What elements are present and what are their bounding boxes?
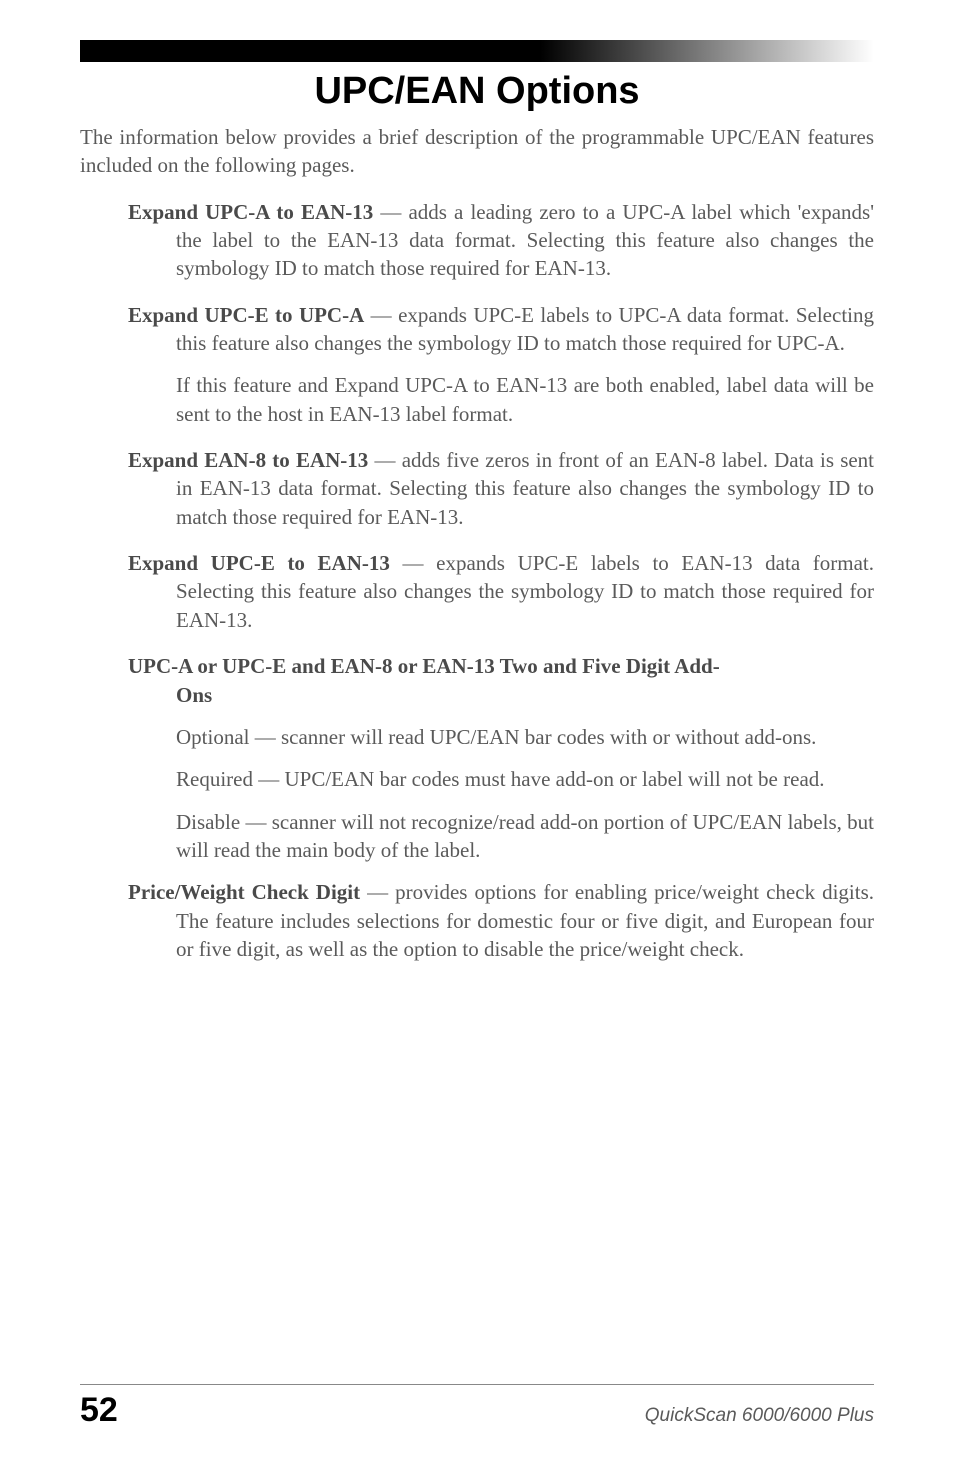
entry-expand-upce-upca: Expand UPC-E to UPC-A — expands UPC-E la… (128, 301, 874, 428)
header-gradient-bar (80, 40, 874, 62)
entry-bold: Expand UPC-A to EAN-13 (128, 200, 373, 224)
entry-dash: — (390, 551, 436, 575)
entry-bold: Price/Weight Check Digit (128, 880, 360, 904)
entry-extra: If this feature and Expand UPC-A to EAN-… (176, 371, 874, 428)
entry-expand-ean8-ean13: Expand EAN-8 to EAN-13 — adds five zeros… (128, 446, 874, 531)
entry-bold: Expand UPC-E to EAN-13 (128, 551, 390, 575)
entry-dash: — (360, 880, 395, 904)
page-footer: 52 QuickScan 6000/6000 Plus (80, 1384, 874, 1430)
addons-heading-line1: UPC-A or UPC-E and EAN-8 or EAN-13 Two a… (128, 654, 720, 678)
addons-heading: UPC-A or UPC-E and EAN-8 or EAN-13 Two a… (128, 652, 874, 709)
addons-required: Required — UPC/EAN bar codes must have a… (176, 765, 874, 793)
page-number: 52 (80, 1391, 118, 1430)
entry-expand-upca-ean13: Expand UPC-A to EAN-13 — adds a leading … (128, 198, 874, 283)
entry-dash: — (364, 303, 398, 327)
footer-product-name: QuickScan 6000/6000 Plus (645, 1405, 874, 1427)
intro-text: The information below provides a brief d… (80, 123, 874, 180)
entry-dash: — (373, 200, 408, 224)
entry-expand-upce-ean13: Expand UPC-E to EAN-13 — expands UPC-E l… (128, 549, 874, 634)
entry-dash: — (368, 448, 401, 472)
addons-optional: Optional — scanner will read UPC/EAN bar… (176, 723, 874, 751)
page-title: UPC/EAN Options (80, 70, 874, 113)
entry-price-weight: Price/Weight Check Digit — provides opti… (128, 878, 874, 963)
entry-bold: Expand EAN-8 to EAN-13 (128, 448, 368, 472)
addons-disable: Disable — scanner will not recognize/rea… (176, 808, 874, 865)
entry-bold: Expand UPC-E to UPC-A (128, 303, 364, 327)
addons-heading-line2: Ons (176, 683, 212, 707)
